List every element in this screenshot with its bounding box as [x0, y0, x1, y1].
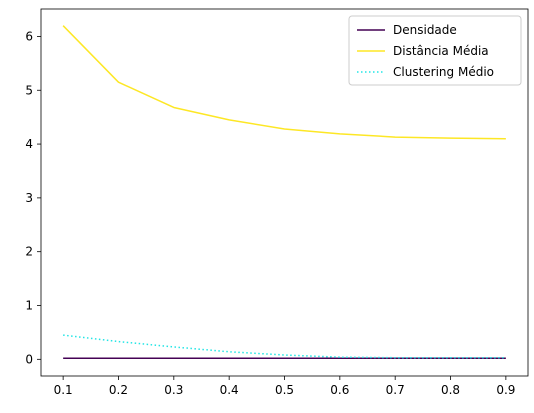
series-line-2: [63, 334, 506, 359]
y-axis: 0 1 2 3 4 5 6: [25, 29, 41, 366]
x-tick-label: 0.5: [275, 383, 294, 397]
legend-box: [348, 15, 522, 86]
x-tick-label: 0.8: [441, 383, 460, 397]
y-tick-label: 6: [25, 29, 33, 43]
x-axis: 0.1 0.2 0.3 0.4 0.5 0.6 0.7 0.8 0.9: [54, 376, 515, 397]
y-tick-label: 3: [25, 191, 33, 205]
legend-label-0: Densidade: [393, 23, 457, 37]
x-tick-label: 0.2: [109, 383, 128, 397]
legend: Densidade Distância Média Clustering Médio: [348, 15, 522, 86]
x-tick-label: 0.6: [330, 383, 349, 397]
series-layer: [62, 25, 506, 359]
x-tick-label: 0.7: [386, 383, 405, 397]
legend-label-1: Distância Média: [393, 44, 489, 58]
x-tick-label: 0.1: [54, 383, 73, 397]
y-tick-label: 5: [25, 83, 33, 97]
y-tick-label: 0: [25, 352, 33, 366]
y-tick-label: 1: [25, 299, 33, 313]
series-line-1: [62, 25, 506, 140]
y-tick-label: 4: [25, 137, 33, 151]
x-tick-label: 0.4: [220, 383, 239, 397]
y-tick-label: 2: [25, 245, 33, 259]
legend-label-2: Clustering Médio: [393, 65, 494, 79]
x-tick-label: 0.3: [164, 383, 183, 397]
x-tick-label: 0.9: [496, 383, 515, 397]
